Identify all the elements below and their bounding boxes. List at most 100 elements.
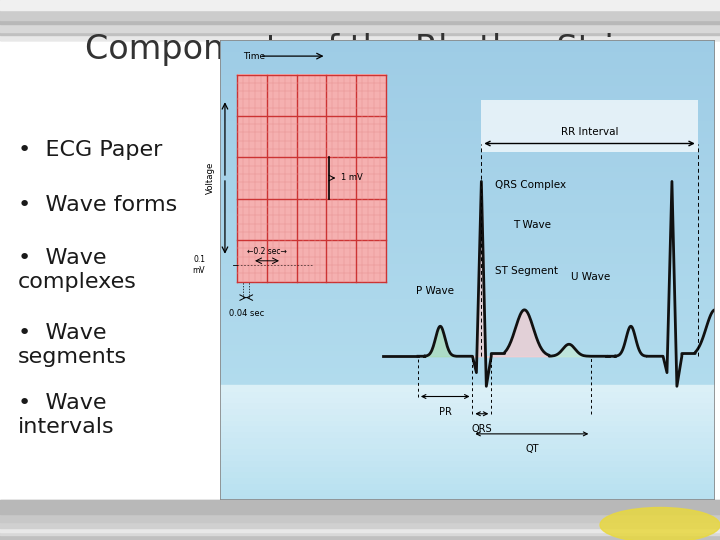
- Bar: [220, 235, 715, 241]
- Bar: [0, 28, 720, 29]
- Bar: [0, 10, 720, 11]
- Bar: [220, 356, 715, 362]
- Bar: [220, 477, 715, 483]
- Text: T Wave: T Wave: [513, 220, 551, 229]
- Bar: [220, 46, 715, 51]
- Text: •  ECG Paper: • ECG Paper: [18, 140, 163, 160]
- Text: 0.1
mV: 0.1 mV: [192, 255, 205, 275]
- Bar: [220, 86, 715, 92]
- Bar: [220, 224, 715, 230]
- Bar: [220, 69, 715, 75]
- Bar: [220, 184, 715, 190]
- Bar: [220, 465, 715, 471]
- Bar: [220, 299, 715, 305]
- Bar: [220, 489, 715, 494]
- Bar: [220, 132, 715, 138]
- Bar: [220, 391, 715, 396]
- Bar: [0, 5, 720, 6]
- Bar: [0, 0, 720, 10]
- Bar: [220, 172, 715, 178]
- Bar: [220, 333, 715, 339]
- Bar: [220, 57, 715, 63]
- Bar: [220, 391, 715, 396]
- Bar: [220, 396, 715, 402]
- Bar: [220, 408, 715, 414]
- Bar: [220, 385, 715, 391]
- Bar: [220, 442, 715, 448]
- Text: •  Wave
complexes: • Wave complexes: [18, 248, 137, 292]
- Bar: [0, 2, 720, 3]
- Bar: [0, 20, 720, 24]
- Bar: [0, 12, 720, 13]
- Bar: [220, 305, 715, 310]
- Bar: [220, 431, 715, 437]
- Bar: [482, 100, 698, 152]
- Bar: [220, 40, 715, 46]
- Bar: [220, 460, 715, 465]
- Bar: [220, 420, 715, 426]
- Bar: [220, 144, 715, 149]
- Text: RR Interval: RR Interval: [561, 126, 618, 137]
- Bar: [0, 4, 720, 5]
- Text: QT: QT: [525, 444, 539, 454]
- Bar: [220, 322, 715, 327]
- Bar: [220, 426, 715, 431]
- Bar: [220, 362, 715, 368]
- Bar: [0, 11, 720, 12]
- Bar: [220, 448, 715, 454]
- Bar: [220, 460, 715, 465]
- Bar: [220, 149, 715, 155]
- Bar: [220, 287, 715, 293]
- Text: QRS Complex: QRS Complex: [495, 179, 566, 190]
- Bar: [220, 368, 715, 374]
- Bar: [220, 241, 715, 247]
- Bar: [0, 3, 720, 4]
- Bar: [220, 374, 715, 379]
- Bar: [220, 92, 715, 98]
- Text: •  Wave
intervals: • Wave intervals: [18, 393, 114, 437]
- Bar: [220, 489, 715, 494]
- Bar: [220, 75, 715, 80]
- Bar: [220, 310, 715, 316]
- Bar: [0, 21, 720, 22]
- Bar: [0, 20, 720, 21]
- Bar: [220, 166, 715, 172]
- Bar: [220, 195, 715, 201]
- Bar: [220, 471, 715, 477]
- Bar: [0, 25, 720, 26]
- Bar: [220, 270, 715, 276]
- Bar: [0, 14, 720, 15]
- Bar: [0, 32, 720, 35]
- Bar: [220, 454, 715, 460]
- Bar: [220, 483, 715, 489]
- Text: ←0.2 sec→: ←0.2 sec→: [247, 247, 287, 256]
- Bar: [0, 10, 720, 20]
- Text: P Wave: P Wave: [416, 286, 454, 296]
- Bar: [220, 293, 715, 299]
- Text: •  Wave
segments: • Wave segments: [18, 322, 127, 367]
- Bar: [220, 465, 715, 471]
- Bar: [220, 414, 715, 420]
- Bar: [0, 500, 720, 540]
- Bar: [220, 379, 715, 385]
- Bar: [0, 522, 720, 528]
- Bar: [220, 437, 715, 442]
- Bar: [0, 19, 720, 20]
- Bar: [220, 218, 715, 224]
- Bar: [0, 24, 720, 32]
- Bar: [220, 126, 715, 132]
- Bar: [220, 316, 715, 322]
- Bar: [0, 535, 720, 540]
- Bar: [220, 327, 715, 333]
- Bar: [220, 63, 715, 69]
- Bar: [220, 494, 715, 500]
- Bar: [220, 454, 715, 460]
- Bar: [0, 16, 720, 17]
- Bar: [220, 264, 715, 270]
- Text: Voltage: Voltage: [206, 162, 215, 194]
- Bar: [220, 483, 715, 489]
- Bar: [220, 426, 715, 431]
- Ellipse shape: [600, 508, 720, 540]
- Bar: [220, 120, 715, 126]
- Bar: [220, 138, 715, 144]
